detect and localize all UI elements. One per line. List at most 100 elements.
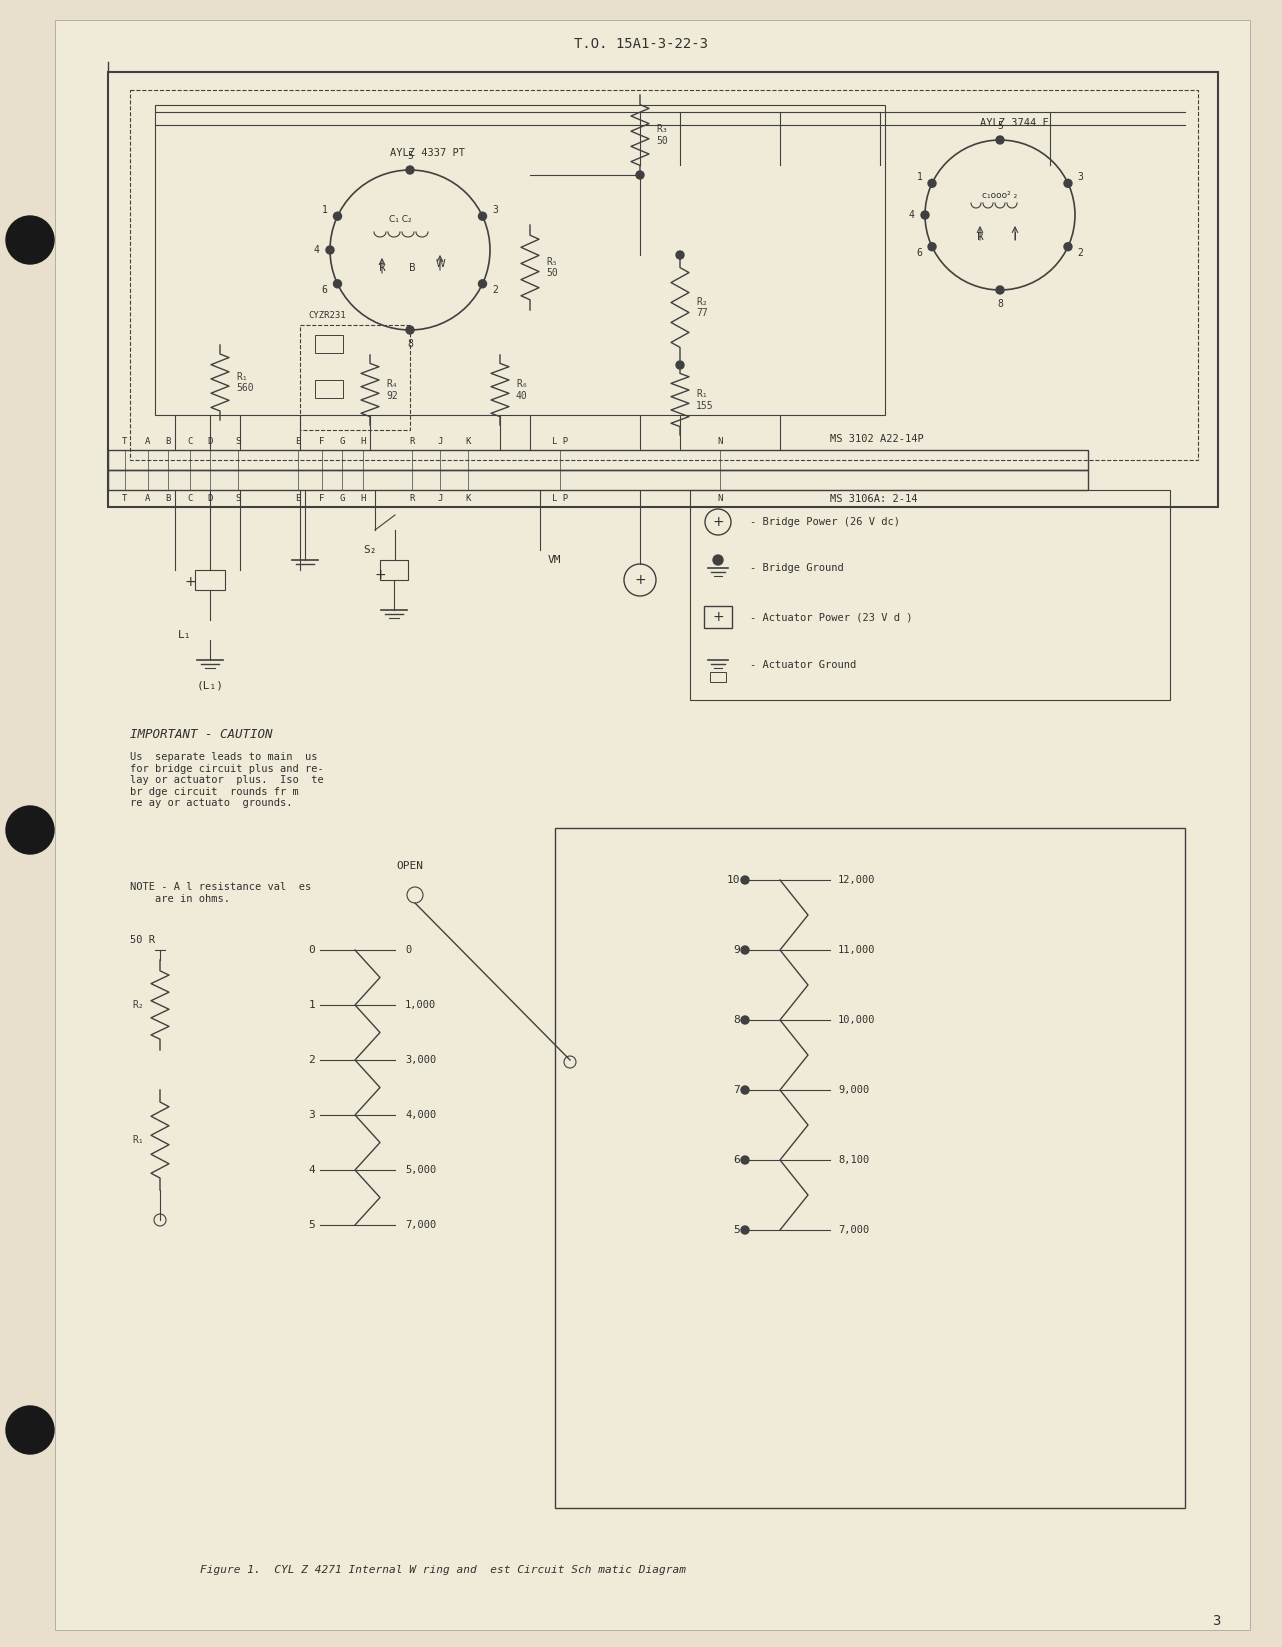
Text: W: W xyxy=(435,259,445,268)
Text: c₁ooo² ₂: c₁ooo² ₂ xyxy=(982,191,1018,199)
Bar xyxy=(108,72,1218,507)
Text: NOTE - A l resistance val  es
    are in ohms.: NOTE - A l resistance val es are in ohms… xyxy=(129,883,312,904)
Text: - Actuator Power (23 V d ): - Actuator Power (23 V d ) xyxy=(750,613,913,623)
Text: H: H xyxy=(360,494,365,502)
Text: C₁ C₂: C₁ C₂ xyxy=(388,216,412,224)
Circle shape xyxy=(1064,180,1072,188)
Text: F: F xyxy=(319,436,324,446)
Text: 0: 0 xyxy=(405,945,412,955)
Circle shape xyxy=(406,326,414,334)
Circle shape xyxy=(676,361,685,369)
Text: 5: 5 xyxy=(997,120,1003,132)
Text: 1: 1 xyxy=(917,173,922,183)
Text: A: A xyxy=(145,436,151,446)
Circle shape xyxy=(478,280,486,288)
Text: (L₁): (L₁) xyxy=(196,680,223,690)
Text: B: B xyxy=(165,494,171,502)
Bar xyxy=(300,324,410,430)
Text: 4: 4 xyxy=(313,245,319,255)
Text: L P: L P xyxy=(553,436,568,446)
Text: 7: 7 xyxy=(733,1085,740,1095)
Text: R: R xyxy=(378,264,386,273)
Text: R₂: R₂ xyxy=(132,1000,144,1010)
Bar xyxy=(108,450,1088,469)
Text: MS 3102 A22-14P: MS 3102 A22-14P xyxy=(829,435,924,445)
Text: T: T xyxy=(122,436,128,446)
Text: R: R xyxy=(409,436,414,446)
Bar xyxy=(195,570,226,590)
Text: Us  separate leads to main  us
for bridge circuit plus and re-
lay or actuator  : Us separate leads to main us for bridge … xyxy=(129,753,324,809)
Text: 9,000: 9,000 xyxy=(838,1085,869,1095)
Text: 2: 2 xyxy=(1078,247,1083,257)
Text: T.O. 15A1-3-22-3: T.O. 15A1-3-22-3 xyxy=(574,36,708,51)
Circle shape xyxy=(741,1016,749,1024)
Text: I: I xyxy=(1014,232,1017,242)
Text: 1,000: 1,000 xyxy=(405,1000,436,1010)
Text: 5: 5 xyxy=(308,1220,315,1230)
Text: 2: 2 xyxy=(492,285,499,295)
Text: VM: VM xyxy=(547,555,562,565)
Text: 8: 8 xyxy=(733,1015,740,1024)
Text: 3: 3 xyxy=(1078,173,1083,183)
Bar xyxy=(129,91,1197,460)
Circle shape xyxy=(333,280,341,288)
Text: +: + xyxy=(374,568,386,581)
Circle shape xyxy=(676,250,685,259)
Text: 0: 0 xyxy=(308,945,315,955)
Text: 3,000: 3,000 xyxy=(405,1056,436,1066)
Text: F: F xyxy=(319,494,324,502)
Bar xyxy=(690,491,1170,700)
Text: 3: 3 xyxy=(492,206,499,216)
Text: R₃
50: R₃ 50 xyxy=(656,124,668,147)
Text: 1: 1 xyxy=(308,1000,315,1010)
Text: K: K xyxy=(465,494,470,502)
Text: 9: 9 xyxy=(733,945,740,955)
Text: E: E xyxy=(295,494,301,502)
Text: 4: 4 xyxy=(308,1164,315,1174)
Bar xyxy=(710,672,726,682)
Circle shape xyxy=(6,216,54,264)
Text: 8,100: 8,100 xyxy=(838,1155,869,1164)
Text: G: G xyxy=(340,436,345,446)
Circle shape xyxy=(741,1085,749,1094)
Text: 5: 5 xyxy=(733,1225,740,1235)
Text: R₆
40: R₆ 40 xyxy=(515,379,528,400)
Text: 6: 6 xyxy=(733,1155,740,1164)
Text: D: D xyxy=(208,436,213,446)
Text: 10: 10 xyxy=(727,875,740,884)
Text: 5: 5 xyxy=(408,152,413,161)
Text: +: + xyxy=(185,575,196,590)
Circle shape xyxy=(636,171,644,180)
Text: L P: L P xyxy=(553,494,568,502)
Circle shape xyxy=(6,1407,54,1454)
Text: R₅
50: R₅ 50 xyxy=(546,257,558,278)
Text: C: C xyxy=(187,494,192,502)
Circle shape xyxy=(996,137,1004,143)
Bar xyxy=(555,828,1185,1509)
Circle shape xyxy=(741,1225,749,1234)
Text: B: B xyxy=(409,264,415,273)
Text: H: H xyxy=(360,436,365,446)
Text: - Bridge Ground: - Bridge Ground xyxy=(750,563,844,573)
Circle shape xyxy=(713,555,723,565)
Text: B: B xyxy=(165,436,171,446)
Text: C: C xyxy=(187,436,192,446)
Text: D: D xyxy=(208,494,213,502)
Text: R₁: R₁ xyxy=(132,1135,144,1145)
Circle shape xyxy=(741,1156,749,1164)
Text: E: E xyxy=(295,436,301,446)
Text: N: N xyxy=(718,494,723,502)
Text: - Bridge Power (26 V dc): - Bridge Power (26 V dc) xyxy=(750,517,900,527)
Text: R₁
560: R₁ 560 xyxy=(236,372,254,394)
Text: R: R xyxy=(977,232,983,242)
Text: +: + xyxy=(713,609,724,624)
Text: R₂
77: R₂ 77 xyxy=(696,296,708,318)
Text: T: T xyxy=(122,494,128,502)
Text: 8: 8 xyxy=(408,339,413,349)
Text: Figure 1.  CYL Z 4271 Internal W ring and  est Circuit Sch matic Diagram: Figure 1. CYL Z 4271 Internal W ring and… xyxy=(200,1565,686,1575)
Text: S₂: S₂ xyxy=(363,545,377,555)
Circle shape xyxy=(996,287,1004,295)
Circle shape xyxy=(928,242,936,250)
Text: IMPORTANT - CAUTION: IMPORTANT - CAUTION xyxy=(129,728,273,741)
Text: R₁
155: R₁ 155 xyxy=(696,389,714,410)
